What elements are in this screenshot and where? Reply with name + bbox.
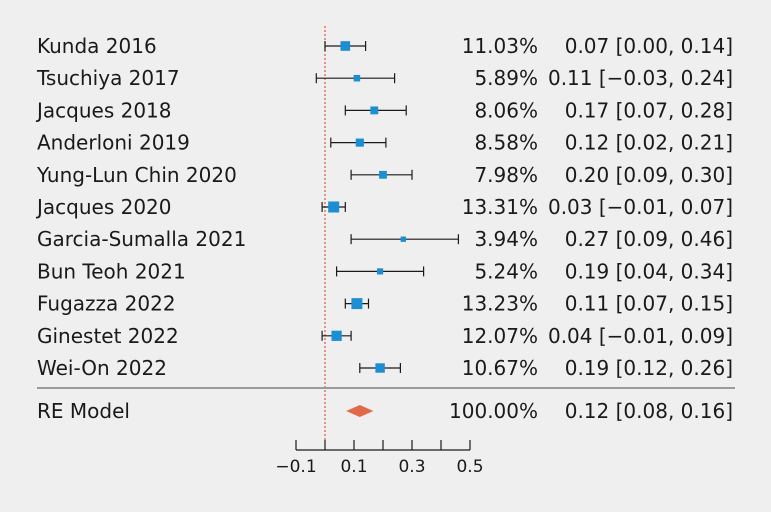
x-axis-tick-label: 0.5 [456,457,483,477]
study-ci-text: 0.17 [0.07, 0.28] [565,98,733,122]
study-estimate-marker [377,268,384,275]
study-ci-text: 0.12 [0.02, 0.21] [565,131,733,155]
study-estimate-marker [379,170,387,179]
study-weight: 10.67% [462,356,538,380]
study-estimate-marker [370,106,379,115]
study-label: Yung-Lun Chin 2020 [36,163,237,187]
study-row: Anderloni 2019 8.58% 0.12 [0.02, 0.21] [37,131,733,155]
pooled-ci: 0.12 [0.08, 0.16] [565,399,733,423]
study-label: Anderloni 2019 [37,131,190,155]
study-ci-text: 0.11 [0.07, 0.15] [565,292,733,316]
x-axis-tick-label: 0.3 [398,457,425,477]
study-weight: 13.23% [462,292,538,316]
study-label: Bun Teoh 2021 [37,259,186,283]
study-row: Wei-On 2022 10.67% 0.19 [0.12, 0.26] [37,356,733,380]
x-axis: −0.1 0.1 0.3 0.5 [275,440,484,477]
study-label: Jacques 2020 [35,195,172,219]
study-label: Fugazza 2022 [37,292,176,316]
study-weight: 3.94% [474,227,538,251]
x-axis-tick-label: −0.1 [275,457,316,477]
study-row: Fugazza 2022 13.23% 0.11 [0.07, 0.15] [37,292,733,316]
study-row: Yung-Lun Chin 2020 7.98% 0.20 [0.09, 0.30] [36,163,733,187]
study-estimate-marker [351,298,363,310]
study-row: Ginestet 2022 12.07% 0.04 [−0.01, 0.09] [37,324,733,348]
study-row: Jacques 2020 13.31% 0.03 [−0.01, 0.07] [35,195,733,219]
study-label: Wei-On 2022 [37,356,167,380]
study-weight: 13.31% [462,195,538,219]
study-weight: 7.98% [474,163,538,187]
study-label: Garcia-Sumalla 2021 [37,227,246,251]
study-ci-text: 0.19 [0.04, 0.34] [565,259,733,283]
study-ci-text: 0.04 [−0.01, 0.09] [548,324,733,348]
study-weight: 11.03% [462,34,538,58]
study-weight: 5.24% [474,259,538,283]
study-label: Jacques 2018 [35,98,172,122]
study-row: Kunda 2016 11.03% 0.07 [0.00, 0.14] [37,34,733,58]
study-estimate-marker [400,236,406,242]
study-weight: 8.06% [474,98,538,122]
study-weight: 8.58% [474,131,538,155]
study-estimate-marker [375,363,385,373]
study-label: Ginestet 2022 [37,324,179,348]
study-ci-text: 0.27 [0.09, 0.46] [565,227,733,251]
study-ci-text: 0.11 [−0.03, 0.24] [548,66,733,90]
study-row: Jacques 2018 8.06% 0.17 [0.07, 0.28] [35,98,733,122]
x-axis-tick-label: 0.1 [340,457,367,477]
study-label: Kunda 2016 [37,34,157,58]
pooled-estimate-diamond [346,405,374,417]
study-ci-text: 0.20 [0.09, 0.30] [565,163,733,187]
study-row: Tsuchiya 2017 5.89% 0.11 [−0.03, 0.24] [36,66,733,90]
pooled-label: RE Model [37,399,130,423]
study-row: Bun Teoh 2021 5.24% 0.19 [0.04, 0.34] [37,259,733,283]
pooled-weight: 100.00% [449,399,538,423]
study-label: Tsuchiya 2017 [36,66,180,90]
study-estimate-marker [340,41,351,51]
study-estimate-marker [353,74,361,82]
study-estimate-marker [355,138,364,147]
study-estimate-marker [328,201,340,213]
study-row: Garcia-Sumalla 2021 3.94% 0.27 [0.09, 0.46… [37,227,733,251]
study-estimate-marker [331,330,342,341]
study-ci-text: 0.07 [0.00, 0.14] [565,34,733,58]
study-ci-text: 0.19 [0.12, 0.26] [565,356,733,380]
study-weight: 5.89% [474,66,538,90]
study-ci-text: 0.03 [−0.01, 0.07] [548,195,733,219]
study-weight: 12.07% [462,324,538,348]
